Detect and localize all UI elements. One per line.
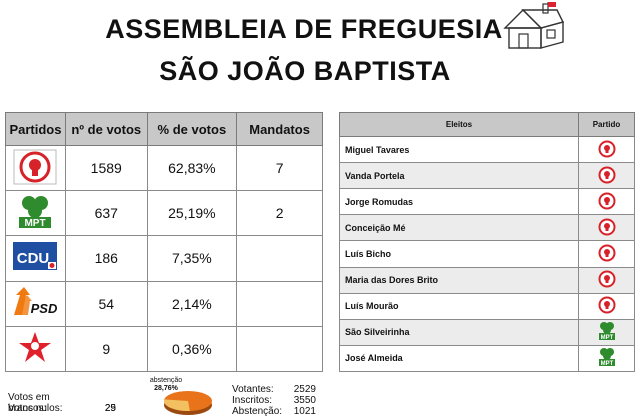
psd-percent: 2,14% bbox=[146, 280, 238, 327]
be-star-icon bbox=[19, 332, 52, 363]
svg-text:MPT: MPT bbox=[600, 361, 613, 367]
ps-fist-rose-icon bbox=[578, 188, 635, 216]
elected-name: São Silveirinha bbox=[339, 318, 579, 346]
ps-logo bbox=[5, 144, 66, 192]
elected-row: São Silveirinha MPT bbox=[339, 318, 635, 346]
psd-arrows-icon: PSD bbox=[14, 287, 58, 316]
mpt-logo: MPT bbox=[5, 190, 66, 237]
svg-text:MPT: MPT bbox=[25, 218, 46, 229]
elected-name: Jorge Romudas bbox=[339, 188, 579, 216]
page-title: ASSEMBLEIA DE FREGUESIA bbox=[105, 14, 503, 44]
results-table: Partidos nº de votos % de votos Mandatos… bbox=[5, 112, 323, 373]
be-percent: 0,36% bbox=[146, 325, 238, 373]
elected-row: Miguel Tavares bbox=[339, 135, 635, 164]
results-row-be: 9 0,36% bbox=[5, 325, 323, 373]
elected-row: Luís Bicho bbox=[339, 240, 635, 268]
abstention-label: abstenção bbox=[149, 377, 183, 384]
svg-text:MPT: MPT bbox=[600, 335, 613, 341]
ps-fist-rose-icon bbox=[578, 240, 635, 268]
mpt-clover-icon: MPT bbox=[578, 344, 635, 373]
abstention-percent: 28,76% bbox=[154, 385, 178, 392]
elected-table: Eleitos Partido Miguel Tavares Vanda Port… bbox=[339, 112, 635, 373]
mpt-seats: 2 bbox=[236, 190, 323, 237]
ps-seats: 7 bbox=[236, 144, 323, 192]
be-logo bbox=[5, 325, 66, 373]
col-eleitos: Eleitos bbox=[339, 112, 579, 137]
elected-name: Luís Bicho bbox=[339, 240, 579, 268]
svg-text:CDU: CDU bbox=[17, 250, 50, 267]
null-votes-value: 25 bbox=[104, 403, 116, 414]
col-mandatos: Mandatos bbox=[236, 112, 323, 146]
registered: Inscritos: 3550 bbox=[232, 395, 316, 406]
results-header-row: Partidos nº de votos % de votos Mandatos bbox=[5, 112, 323, 146]
elected-name: Conceição Mé bbox=[339, 214, 579, 242]
ps-fist-rose-icon bbox=[578, 266, 635, 294]
abstention-count-value: 1021 bbox=[293, 406, 316, 417]
pie-slice-abstention bbox=[164, 399, 190, 411]
elected-name: Luís Mourão bbox=[339, 292, 579, 320]
elected-header-row: Eleitos Partido bbox=[339, 112, 635, 137]
ps-fist-rose-icon bbox=[578, 214, 635, 242]
results-row-psd: PSD 54 2,14% bbox=[5, 280, 323, 327]
cdu-percent: 7,35% bbox=[146, 235, 238, 282]
mpt-percent: 25,19% bbox=[146, 190, 238, 237]
registered-value: 3550 bbox=[293, 395, 316, 406]
col-percent: % de votos bbox=[146, 112, 238, 146]
col-partidos: Partidos bbox=[5, 112, 66, 146]
cdu-logo-icon: CDU bbox=[13, 241, 58, 270]
ps-percent: 62,83% bbox=[146, 144, 238, 192]
elected-row: Conceição Mé bbox=[339, 214, 635, 242]
registered-label: Inscritos: bbox=[232, 395, 273, 406]
elected-name: José Almeida bbox=[339, 344, 579, 373]
elected-name: Vanda Portela bbox=[339, 162, 579, 190]
mpt-votes: 637 bbox=[64, 190, 148, 237]
elected-row: Maria das Dores Brito bbox=[339, 266, 635, 294]
null-votes-label: Votos nulos: bbox=[8, 403, 63, 414]
abstention-count: Abstenção: 1021 bbox=[232, 406, 316, 417]
elected-row: José Almeida MPT bbox=[339, 344, 635, 373]
ps-fist-rose-icon bbox=[578, 162, 635, 190]
voters-value: 2529 bbox=[293, 384, 316, 395]
elected-name: Maria das Dores Brito bbox=[339, 266, 579, 294]
mpt-clover-icon: MPT bbox=[578, 318, 635, 346]
col-votos: nº de votos bbox=[64, 112, 148, 146]
abstention-caption: abstenção 28,76% bbox=[146, 377, 186, 393]
psd-seats bbox=[236, 280, 323, 327]
voters: Votantes: 2529 bbox=[232, 384, 316, 395]
cdu-seats bbox=[236, 235, 323, 282]
cdu-votes: 186 bbox=[64, 235, 148, 282]
voters-label: Votantes: bbox=[232, 384, 274, 395]
abstention-count-label: Abstenção: bbox=[232, 406, 283, 417]
blank-votes-label: Votos em brancos: bbox=[8, 392, 50, 414]
cdu-logo: CDU bbox=[5, 235, 66, 282]
elected-row: Luís Mourão bbox=[339, 292, 635, 320]
elected-row: Vanda Portela bbox=[339, 162, 635, 190]
svg-text:PSD: PSD bbox=[31, 301, 58, 316]
elected-name: Miguel Tavares bbox=[339, 135, 579, 164]
psd-votes: 54 bbox=[64, 280, 148, 327]
results-row-cdu: CDU 186 7,35% bbox=[5, 235, 323, 282]
null-votes: Votos nulos: 25 bbox=[8, 403, 116, 414]
page-subtitle: SÃO JOÃO BAPTISTA bbox=[159, 56, 451, 86]
ps-fist-rose-icon bbox=[578, 135, 635, 164]
ps-fist-rose-icon bbox=[578, 292, 635, 320]
mpt-clover-icon: MPT bbox=[19, 195, 52, 229]
blank-votes-value: 29 bbox=[104, 403, 116, 414]
blank-votes: Votos em brancos: 29 bbox=[8, 392, 116, 414]
ps-fist-rose-icon bbox=[13, 149, 57, 185]
col-partido: Partido bbox=[578, 112, 635, 137]
be-seats bbox=[236, 325, 323, 373]
elected-row: Jorge Romudas bbox=[339, 188, 635, 216]
house-icon bbox=[503, 2, 565, 49]
abstention-pie-chart bbox=[164, 391, 212, 415]
ps-votes: 1589 bbox=[64, 144, 148, 192]
be-votes: 9 bbox=[64, 325, 148, 373]
psd-logo: PSD bbox=[5, 280, 66, 327]
results-row-ps: 1589 62,83% 7 bbox=[5, 144, 323, 192]
results-row-mpt: MPT 637 25,19% 2 bbox=[5, 190, 323, 237]
